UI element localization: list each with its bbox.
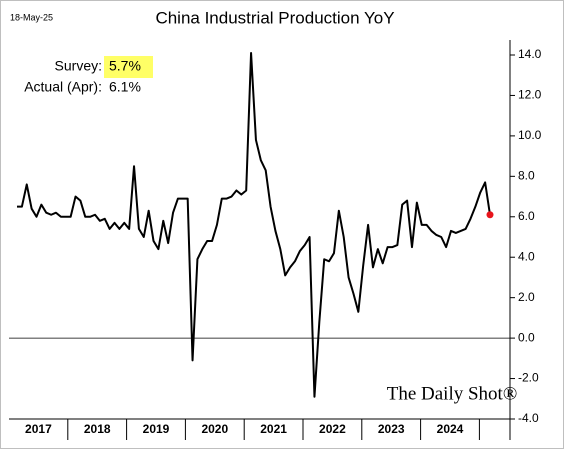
- y-tick-label: 4.0: [518, 249, 535, 263]
- y-tick-label: 12.0: [518, 88, 542, 102]
- x-tick-label: 2017: [25, 422, 52, 436]
- actual-value: 6.1%: [109, 79, 141, 95]
- watermark: The Daily Shot®: [387, 383, 518, 404]
- series-line: [17, 51, 491, 398]
- actual-label: Actual (Apr):: [24, 79, 102, 95]
- y-tick-label: 6.0: [518, 209, 535, 223]
- x-tick-label: 2020: [201, 422, 228, 436]
- y-tick-label: 8.0: [518, 169, 535, 183]
- chart-title: China Industrial Production YoY: [155, 8, 394, 27]
- x-tick-label: 2022: [319, 422, 346, 436]
- survey-label: Survey:: [55, 58, 102, 74]
- x-tick-label: 2019: [143, 422, 170, 436]
- y-tick-label: -2.0: [518, 371, 539, 385]
- x-tick-label: 2024: [437, 422, 464, 436]
- y-tick-label: -4.0: [518, 411, 539, 425]
- x-tick-label: 2018: [84, 422, 111, 436]
- y-tick-label: 0.0: [518, 330, 535, 344]
- survey-value: 5.7%: [109, 58, 141, 74]
- last-point: [486, 211, 494, 219]
- date-label: 18-May-25: [10, 12, 53, 22]
- y-tick-label: 2.0: [518, 290, 535, 304]
- survey-highlight: [104, 56, 153, 78]
- y-tick-label: 10.0: [518, 128, 542, 142]
- y-tick-label: 14.0: [518, 47, 542, 61]
- x-tick-label: 2021: [260, 422, 287, 436]
- x-tick-label: 2023: [378, 422, 405, 436]
